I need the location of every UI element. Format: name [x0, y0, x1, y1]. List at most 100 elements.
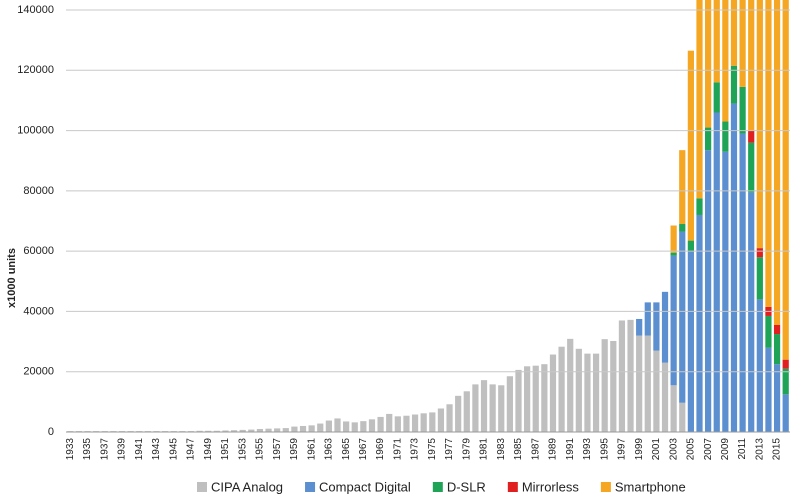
bar-segment	[730, 103, 738, 432]
bar-segment	[730, 0, 738, 66]
bar-segment	[773, 0, 781, 325]
x-tick-label: 1951	[220, 438, 231, 461]
x-tick-label: 2011	[737, 438, 748, 460]
bar-segment	[291, 426, 298, 432]
bar-segment	[670, 252, 677, 256]
bar-segment	[575, 348, 582, 432]
x-tick-label: 1955	[255, 438, 266, 461]
x-tick-label: 1935	[82, 438, 93, 461]
bar-segment	[317, 423, 324, 432]
bar-segment	[584, 353, 591, 432]
bar-segment	[325, 420, 332, 432]
bar-segment	[265, 428, 272, 432]
bar-segment	[679, 224, 686, 232]
bar-segment	[696, 214, 703, 432]
bar-segment	[765, 0, 772, 307]
x-tick-label: 2015	[772, 438, 783, 461]
bar-segment	[687, 240, 694, 252]
legend-label: D-SLR	[447, 479, 486, 494]
bar-segment	[368, 419, 376, 432]
x-tick-label: 1959	[289, 438, 300, 461]
bar-segment	[498, 385, 505, 432]
x-tick-label: 1961	[306, 438, 317, 461]
bar-segment	[670, 255, 677, 386]
bar-segment	[687, 50, 694, 241]
x-tick-label: 1997	[617, 438, 628, 461]
bar-segment	[618, 320, 626, 432]
bar-segment	[256, 428, 264, 432]
legend-swatch	[600, 482, 611, 492]
legend-swatch	[197, 482, 207, 492]
bar-segment	[748, 142, 755, 193]
bar-segment	[773, 334, 781, 365]
x-tick-label: 1993	[582, 438, 593, 461]
y-tick-label: 40000	[23, 305, 54, 317]
x-tick-label: 1981	[479, 438, 490, 461]
x-tick-label: 1985	[513, 438, 524, 461]
bar-segment	[644, 335, 651, 432]
bar-segment	[713, 112, 720, 432]
y-tick-label: 120000	[17, 64, 54, 76]
bar-segment	[394, 416, 401, 432]
x-tick-label: 1945	[168, 438, 179, 461]
bar-segment	[343, 421, 350, 432]
bar-segment	[429, 412, 436, 432]
bar-segment	[308, 425, 315, 432]
bar-segment	[222, 430, 229, 432]
x-tick-label: 1969	[375, 438, 386, 461]
bar-segment	[334, 418, 341, 432]
bar-segment	[705, 127, 712, 151]
bar-segment	[248, 429, 255, 432]
bar-segment	[592, 353, 600, 432]
x-tick-label: 1957	[272, 438, 283, 461]
bar-segment	[670, 225, 677, 253]
x-tick-label: 2005	[686, 438, 697, 461]
bar-segment	[420, 413, 427, 432]
bar-segment	[739, 0, 746, 87]
bar-segment	[627, 319, 634, 432]
bar-segment	[756, 0, 763, 249]
bar-segment	[351, 422, 358, 432]
bar-segment	[610, 340, 617, 432]
bar-segment	[713, 0, 720, 83]
y-tick-label: 0	[48, 426, 54, 438]
bar-segment	[558, 346, 565, 432]
bar-segment	[472, 384, 479, 432]
bar-segment	[773, 364, 781, 432]
bar-segment	[653, 302, 660, 351]
x-tick-label: 2003	[668, 438, 679, 461]
legend-label: Mirrorless	[522, 479, 580, 494]
x-tick-label: 1933	[65, 438, 76, 461]
legend-label: CIPA Analog	[211, 479, 283, 494]
bar-segment	[282, 428, 289, 432]
legend-label: Smartphone	[615, 479, 686, 494]
bar-segment	[532, 365, 539, 432]
bar-segment	[705, 150, 712, 432]
bar-segment	[739, 86, 746, 134]
bar-segment	[360, 421, 367, 432]
x-tick-label: 1943	[151, 438, 162, 461]
bar-segment	[299, 425, 307, 432]
y-tick-label: 140000	[17, 4, 54, 16]
y-tick-label: 20000	[23, 366, 54, 378]
x-tick-label: 1963	[324, 438, 335, 461]
bar-segment	[653, 350, 660, 432]
bar-segment	[489, 384, 496, 432]
bar-segment	[756, 257, 763, 300]
x-tick-label: 2009	[720, 438, 731, 461]
x-tick-label: 1977	[444, 438, 455, 461]
bar-segment	[274, 428, 281, 432]
bar-segment	[756, 248, 763, 258]
x-tick-label: 1971	[392, 438, 403, 461]
x-tick-label: 1979	[461, 438, 472, 461]
bar-segment	[748, 192, 755, 432]
bar-segment	[679, 150, 686, 225]
x-tick-label: 1995	[599, 438, 610, 461]
x-tick-label: 1965	[341, 438, 352, 461]
bar-segment	[739, 133, 746, 432]
bar-segment	[239, 429, 246, 432]
bar-segment	[722, 151, 729, 432]
x-tick-label: 1967	[358, 438, 369, 461]
bar-segment	[748, 130, 755, 143]
